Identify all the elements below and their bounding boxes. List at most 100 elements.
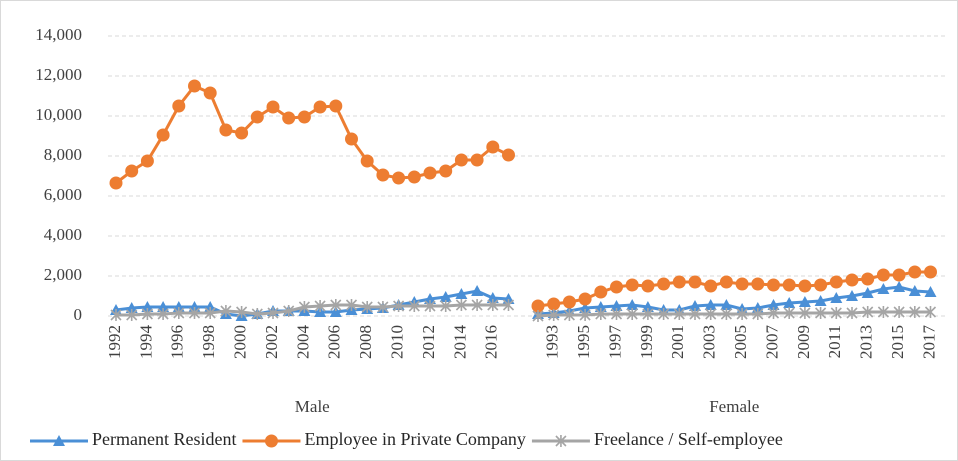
marker [471,299,483,311]
marker [407,170,421,184]
marker [814,278,828,292]
marker [125,302,138,313]
marker [377,301,389,313]
marker [595,308,607,320]
x-tick-label: 2002 [262,325,281,359]
marker [204,307,216,319]
marker [532,310,544,322]
marker [282,111,296,125]
marker [110,309,122,321]
marker [782,278,796,292]
y-tick-label: 0 [74,305,83,324]
marker [126,309,138,321]
marker [579,309,591,321]
x-tick-label: 1992 [105,325,124,359]
y-tick-label: 10,000 [35,105,82,124]
marker [439,164,453,178]
marker [424,300,436,312]
marker [579,302,592,313]
marker [454,153,468,167]
x-tick-label: 2017 [919,325,938,360]
marker [329,306,342,317]
marker [893,306,905,318]
marker [720,308,732,320]
marker [330,299,342,311]
x-tick-label: 1996 [168,325,187,359]
y-tick-label: 8,000 [44,145,82,164]
x-tick-label: 2001 [668,325,687,359]
marker [625,278,639,292]
marker [861,287,874,298]
marker [830,292,843,303]
marker [830,307,842,319]
x-tick-label: 1994 [136,325,155,360]
marker [814,295,827,306]
marker [815,307,827,319]
marker [705,308,717,320]
x-tick-label: 2004 [293,325,312,360]
x-tick-label: 2009 [794,325,813,359]
marker [562,295,576,309]
x-tick-label: 1993 [543,325,562,359]
marker [736,308,748,320]
x-tick-label: 2005 [731,325,750,359]
y-tick-label: 2,000 [44,265,82,284]
legend-label: Employee in Private Company [304,429,525,449]
marker [471,285,484,296]
x-tick-label: 2003 [700,325,719,359]
marker [140,154,154,168]
marker [156,128,170,142]
legend-label: Permanent Resident [92,429,236,449]
marker [767,307,780,319]
x-tick-label: 1998 [199,325,218,359]
marker [751,277,765,291]
marker [783,297,796,308]
marker [908,285,921,296]
marker [313,100,327,114]
x-tick-label: 2011 [825,325,844,358]
marker [329,99,343,113]
marker [610,300,623,311]
legend-label: Freelance / Self-employee [594,429,783,449]
marker [298,301,310,313]
marker [188,79,201,93]
x-tick-label: 2006 [325,325,344,359]
marker [704,299,717,310]
marker [219,123,233,137]
marker [877,306,889,318]
marker [555,435,567,447]
marker [141,301,154,312]
marker [876,268,890,282]
marker [470,153,484,167]
marker [626,308,638,320]
y-tick-label: 6,000 [44,185,82,204]
marker [846,307,858,319]
marker [924,286,937,297]
marker [423,166,437,180]
marker [547,297,561,311]
marker [626,299,639,310]
marker [892,268,906,282]
x-tick-label: 2000 [231,325,250,359]
marker [720,299,733,310]
marker [424,293,436,304]
marker [909,306,921,318]
marker [236,306,248,318]
marker [157,301,170,312]
marker [877,283,890,294]
marker [924,265,937,279]
marker [173,307,185,319]
x-tick-label: 2014 [450,325,469,360]
marker [845,273,859,287]
marker [688,275,702,289]
y-tick-label: 12,000 [35,65,82,84]
marker [203,86,217,100]
marker [297,110,311,124]
marker [455,288,468,299]
marker [439,291,452,302]
marker [610,280,623,294]
marker [172,99,186,113]
x-tick-label: 1999 [637,325,656,359]
marker [188,307,201,319]
